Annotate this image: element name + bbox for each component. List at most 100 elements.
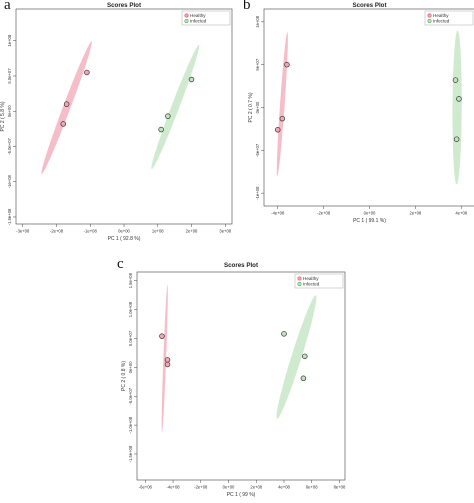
x-tick-label: 8e+08 [334, 485, 346, 490]
legend-marker-healthy [297, 276, 302, 281]
legend-marker-infected [184, 18, 189, 23]
y-tick-label: 5e+07 [255, 58, 260, 70]
confidence-ellipse-infected [452, 30, 462, 185]
x-tick-label: 0e+00 [364, 211, 376, 216]
data-point-healthy [159, 333, 165, 339]
legend-marker-healthy [427, 13, 432, 18]
panel-label-b: b [243, 0, 251, 13]
y-tick-label: 5.0e+07 [7, 68, 12, 84]
confidence-ellipse-healthy [161, 284, 168, 433]
data-point-healthy [279, 115, 286, 122]
legend-marker-infected [427, 18, 432, 23]
data-point-infected [453, 136, 460, 142]
data-point-healthy [164, 357, 171, 363]
legend-label-healthy: Healthy [303, 276, 319, 281]
legend-label-infected: Infected [190, 19, 207, 24]
data-point-infected [452, 77, 459, 83]
x-tick-label: 6e+08 [306, 485, 318, 490]
plot-area [275, 30, 462, 185]
legend-marker-infected [297, 281, 302, 286]
y-tick-label: -1.5e+08 [7, 208, 12, 225]
x-axis-label: PC 1 ( 99 %) [227, 492, 256, 498]
y-tick-label: -5.0e+07 [7, 137, 12, 154]
data-point-healthy [63, 101, 70, 107]
chart-title: Scores Plot [224, 262, 258, 269]
legend-label-infected: Infected [433, 19, 450, 24]
y-tick-label: -1e+08 [7, 174, 12, 188]
y-tick-label: 0e+00 [255, 101, 260, 113]
plot-area [159, 284, 317, 433]
plot-area [41, 41, 200, 174]
panel-label-c: c [117, 256, 124, 272]
legend-marker-healthy [184, 13, 189, 18]
data-point-infected [188, 76, 195, 83]
y-axis-label: PC 2 ( 0.8 %) [121, 361, 127, 391]
data-point-healthy [275, 127, 281, 133]
data-point-healthy [60, 121, 66, 127]
legend-label-healthy: Healthy [190, 13, 206, 18]
x-tick-label: -6e+08 [139, 485, 153, 490]
legend-box [294, 273, 344, 289]
x-tick-label: -4e+08 [271, 211, 285, 216]
x-tick-label: 2e+08 [409, 211, 421, 216]
data-point-infected [281, 331, 287, 337]
x-tick-label: 4e+08 [278, 485, 290, 490]
chart-title: Scores Plot [107, 2, 141, 9]
y-tick-label: -5e+07 [255, 143, 260, 157]
x-tick-label: -4e+08 [166, 485, 180, 490]
data-point-healthy [284, 61, 290, 68]
confidence-ellipse-infected [276, 295, 317, 419]
data-point-healthy [164, 361, 171, 368]
confidence-ellipse-infected [151, 44, 200, 170]
x-tick-label: -2e+08 [317, 211, 331, 216]
chart-panel-c: Scores Plot -6e+08 -4e+08 -2e+08 0e+00 2e+08 4… [121, 262, 346, 498]
y-tick-label: 0e+00 [7, 105, 12, 117]
y-tick-label: 1e+08 [255, 15, 260, 27]
plot-frame [263, 8, 474, 207]
chart-title: Scores Plot [352, 2, 386, 9]
panel-label-a: a [4, 0, 11, 13]
x-tick-label: 2e+08 [186, 229, 198, 234]
y-tick-label: -1e+08 [255, 186, 260, 200]
chart-panel-a: Scores Plot -3e+08 -2e+08 -1e+08 0e+00 1e+08 2… [0, 2, 233, 242]
x-axis-label: PC 1 ( 99.1 %) [353, 218, 386, 224]
data-point-infected [165, 113, 171, 119]
x-tick-label: -1e+08 [84, 229, 98, 234]
y-tick-label: 5.0e+07 [128, 330, 133, 346]
data-point-infected [158, 126, 164, 133]
confidence-ellipse-healthy [41, 41, 92, 174]
y-axis-label: PC 2 ( 0.7 %) [248, 92, 254, 122]
y-tick-label: 0e+00 [128, 361, 133, 373]
confidence-ellipse-healthy [276, 32, 288, 177]
legend-label-healthy: Healthy [433, 13, 449, 18]
y-tick-label: 1.5e+08 [128, 272, 133, 288]
x-tick-label: -3e+08 [16, 229, 30, 234]
x-tick-label: 4e+08 [455, 211, 467, 216]
y-tick-label: 1e+08 [7, 34, 12, 46]
x-tick-label: 1e+08 [152, 229, 164, 234]
x-axis-label: PC 1 ( 92.8 %) [108, 236, 141, 242]
x-tick-label: -2e+08 [194, 485, 208, 490]
x-tick-label: -2e+08 [50, 229, 64, 234]
chart-panel-b: Scores Plot -4e+08 -2e+08 0e+00 2e+08 4e+08 -1… [248, 2, 474, 224]
plot-frame [15, 8, 233, 225]
legend-box [181, 10, 231, 26]
x-tick-label: 0e+00 [118, 229, 130, 234]
y-axis-label: PC 2 ( 5.8 %) [0, 101, 6, 131]
y-tick-label: -1.5e+08 [128, 445, 133, 462]
data-point-infected [300, 375, 307, 382]
y-tick-label: -5.0e+07 [128, 387, 133, 404]
y-tick-label: 1.0e+08 [128, 301, 133, 317]
data-point-infected [456, 96, 462, 102]
y-tick-label: -1.0e+08 [128, 416, 133, 433]
data-point-healthy [84, 69, 90, 76]
x-tick-label: 3e+08 [219, 229, 231, 234]
data-point-infected [302, 353, 308, 360]
x-tick-label: 0e+00 [223, 485, 235, 490]
x-tick-label: 2e+08 [250, 485, 262, 490]
legend-box [424, 10, 474, 26]
